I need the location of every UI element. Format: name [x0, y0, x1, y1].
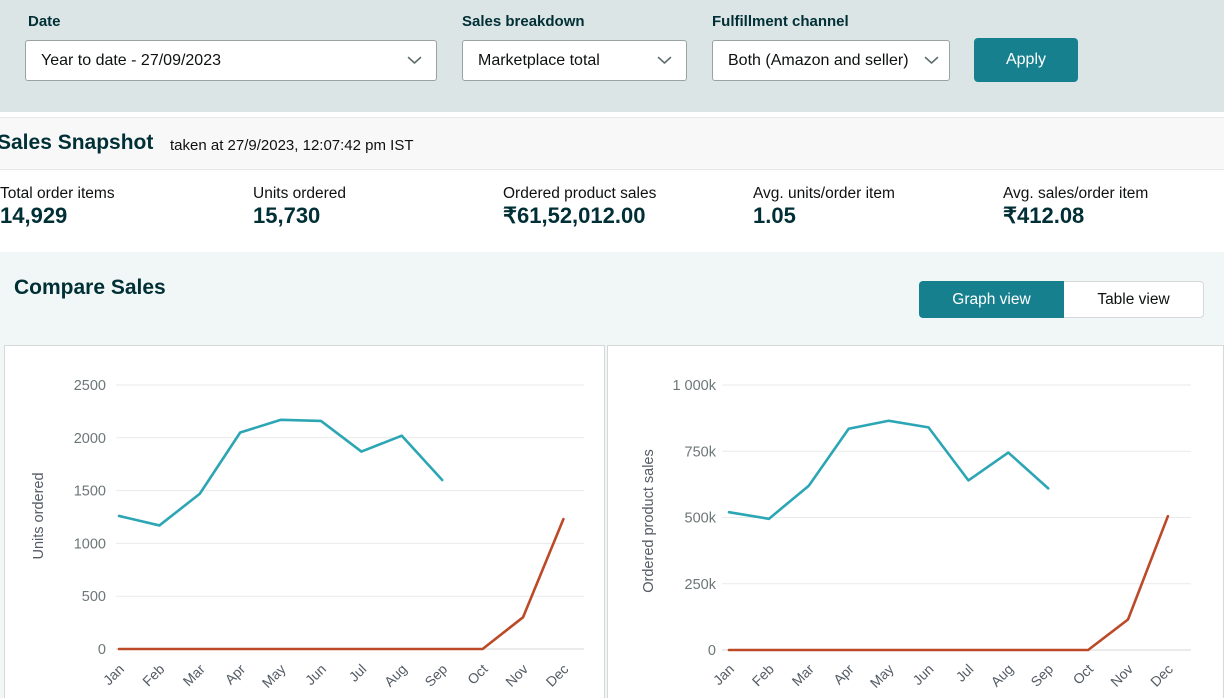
metric-label: Avg. sales/order item: [1003, 185, 1149, 202]
y-axis-label: Units ordered: [31, 472, 47, 559]
x-tick-label: Jun: [909, 661, 936, 688]
y-tick-label: 500: [82, 589, 106, 605]
metric-label: Total order items: [0, 185, 115, 202]
graph-view-button[interactable]: Graph view: [919, 281, 1064, 318]
metric-label: Units ordered: [253, 185, 347, 202]
compare-sales-section: Compare Sales Graph view Table view 0 500…: [0, 252, 1224, 698]
table-view-button[interactable]: Table view: [1064, 281, 1204, 318]
x-tick-label: Dec: [1147, 661, 1176, 690]
sales-snapshot-bar: Sales Snapshot taken at 27/9/2023, 12:07…: [0, 117, 1224, 170]
y-tick-label: 2000: [74, 431, 106, 447]
date-filter-label: Date: [28, 13, 61, 30]
snapshot-timestamp: taken at 27/9/2023, 12:07:42 pm IST: [170, 137, 414, 154]
sales-breakdown-select-value: Marketplace total: [478, 51, 600, 69]
metric-value: 15,730: [253, 203, 321, 228]
y-tick-label: 500k: [685, 511, 717, 527]
sales-breakdown-select[interactable]: Marketplace total: [462, 40, 687, 81]
x-tick-label: Sep: [421, 661, 450, 690]
fulfillment-channel-select-value: Both (Amazon and seller): [728, 51, 909, 69]
x-tick-label: May: [259, 661, 289, 691]
units-ordered-chart-panel: 0 500 1000 1500 2000 2500 Units ordered Jan Feb M…: [4, 345, 605, 698]
ordered-product-sales-chart-panel: 0 250k 500k 750k 1 000k Ordered product sales…: [607, 345, 1224, 698]
x-tick-label: Mar: [180, 661, 209, 690]
apply-button[interactable]: Apply: [974, 38, 1078, 82]
date-select-value: Year to date - 27/09/2023: [41, 51, 221, 69]
compare-sales-title: Compare Sales: [14, 276, 166, 299]
chevron-down-icon: [407, 56, 422, 65]
metric-value: 14,929: [0, 203, 68, 228]
series-line: [117, 517, 565, 651]
x-tick-label: Mar: [789, 661, 818, 690]
x-tick-label: Jan: [100, 661, 127, 688]
y-tick-label: 1000: [74, 536, 106, 552]
y-tick-label: 750k: [685, 444, 717, 460]
x-tick-label: Jul: [346, 661, 370, 685]
y-axis-label: Ordered product sales: [641, 449, 657, 592]
y-tick-label: 0: [708, 643, 716, 659]
metric-value: ₹412.08: [1003, 203, 1085, 228]
filter-bar: Date Year to date - 27/09/2023 Sales bre…: [0, 0, 1224, 112]
x-tick-label: Apr: [222, 661, 249, 688]
x-tick-label: Aug: [987, 661, 1016, 690]
metric-label: Ordered product sales: [503, 185, 657, 202]
view-toggle: Graph view Table view: [919, 281, 1204, 318]
metric-label: Avg. units/order item: [753, 185, 895, 202]
sales-snapshot-title: Sales Snapshot: [0, 131, 154, 154]
x-tick-label: Aug: [381, 661, 410, 690]
sales-breakdown-filter-label: Sales breakdown: [462, 13, 585, 30]
snapshot-metrics-row: Total order items 14,929 Units ordered 1…: [0, 170, 1224, 252]
x-tick-label: Feb: [139, 661, 168, 690]
chevron-down-icon: [657, 56, 672, 65]
x-tick-label: Jun: [302, 661, 329, 688]
x-tick-label: Feb: [749, 661, 778, 690]
x-tick-label: Nov: [1107, 661, 1136, 690]
x-tick-label: Apr: [830, 661, 857, 688]
x-tick-label: Jan: [710, 661, 737, 688]
series-line: [727, 419, 1050, 521]
x-tick-label: May: [867, 661, 897, 691]
x-tick-label: Nov: [502, 661, 531, 690]
y-tick-label: 2500: [74, 378, 106, 394]
metric-value: ₹61,52,012.00: [503, 203, 646, 228]
x-tick-label: Sep: [1027, 661, 1056, 690]
x-tick-label: Oct: [464, 661, 491, 688]
y-tick-label: 0: [98, 642, 106, 658]
fulfillment-channel-select[interactable]: Both (Amazon and seller): [712, 40, 950, 81]
x-tick-label: Dec: [543, 661, 572, 690]
chevron-down-icon: [924, 56, 939, 65]
units-ordered-chart: 0 500 1000 1500 2000 2500 Units ordered Jan Feb M…: [31, 378, 584, 691]
date-select[interactable]: Year to date - 27/09/2023: [25, 40, 437, 81]
x-tick-label: Jul: [953, 661, 977, 685]
series-line: [117, 418, 444, 527]
ordered-product-sales-chart: 0 250k 500k 750k 1 000k Ordered product sales…: [641, 378, 1191, 691]
metric-value: 1.05: [753, 203, 796, 228]
series-line: [727, 514, 1170, 652]
x-tick-label: Oct: [1070, 661, 1097, 688]
fulfillment-channel-filter-label: Fulfillment channel: [712, 13, 849, 30]
y-tick-label: 250k: [685, 577, 717, 593]
y-tick-label: 1 000k: [672, 378, 716, 394]
y-tick-label: 1500: [74, 484, 106, 500]
